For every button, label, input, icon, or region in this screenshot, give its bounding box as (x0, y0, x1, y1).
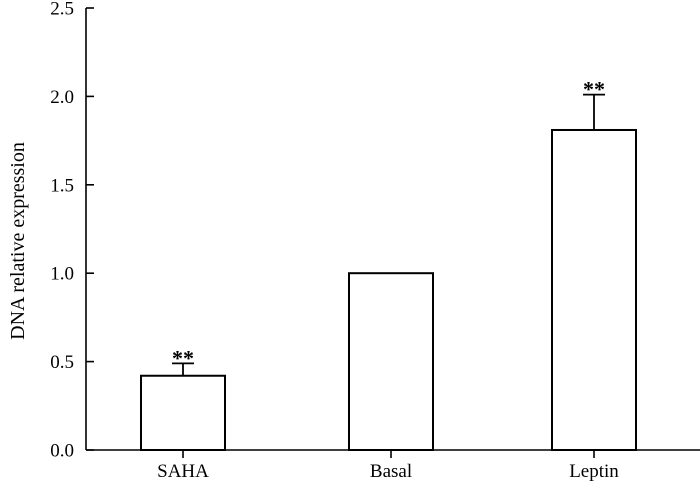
y-tick-label: 2.5 (50, 0, 74, 20)
bar (348, 272, 434, 452)
y-tick-label: 1.0 (50, 264, 74, 285)
y-tick-label: 0.5 (50, 352, 74, 373)
x-tick-label: Basal (370, 461, 412, 482)
y-tick-label: 1.5 (50, 175, 74, 196)
y-axis-title: DNA relative expression (7, 142, 29, 340)
y-tick-label: 2.0 (50, 87, 74, 108)
x-tick-label: Leptin (569, 461, 619, 482)
x-tick-label: SAHA (157, 461, 209, 482)
bars: ** ** (140, 77, 637, 452)
bar (140, 374, 226, 451)
significance-marker: ** (172, 345, 194, 370)
bar (551, 128, 637, 451)
y-tick-label: 0.0 (50, 441, 74, 462)
significance-marker: ** (583, 77, 605, 102)
